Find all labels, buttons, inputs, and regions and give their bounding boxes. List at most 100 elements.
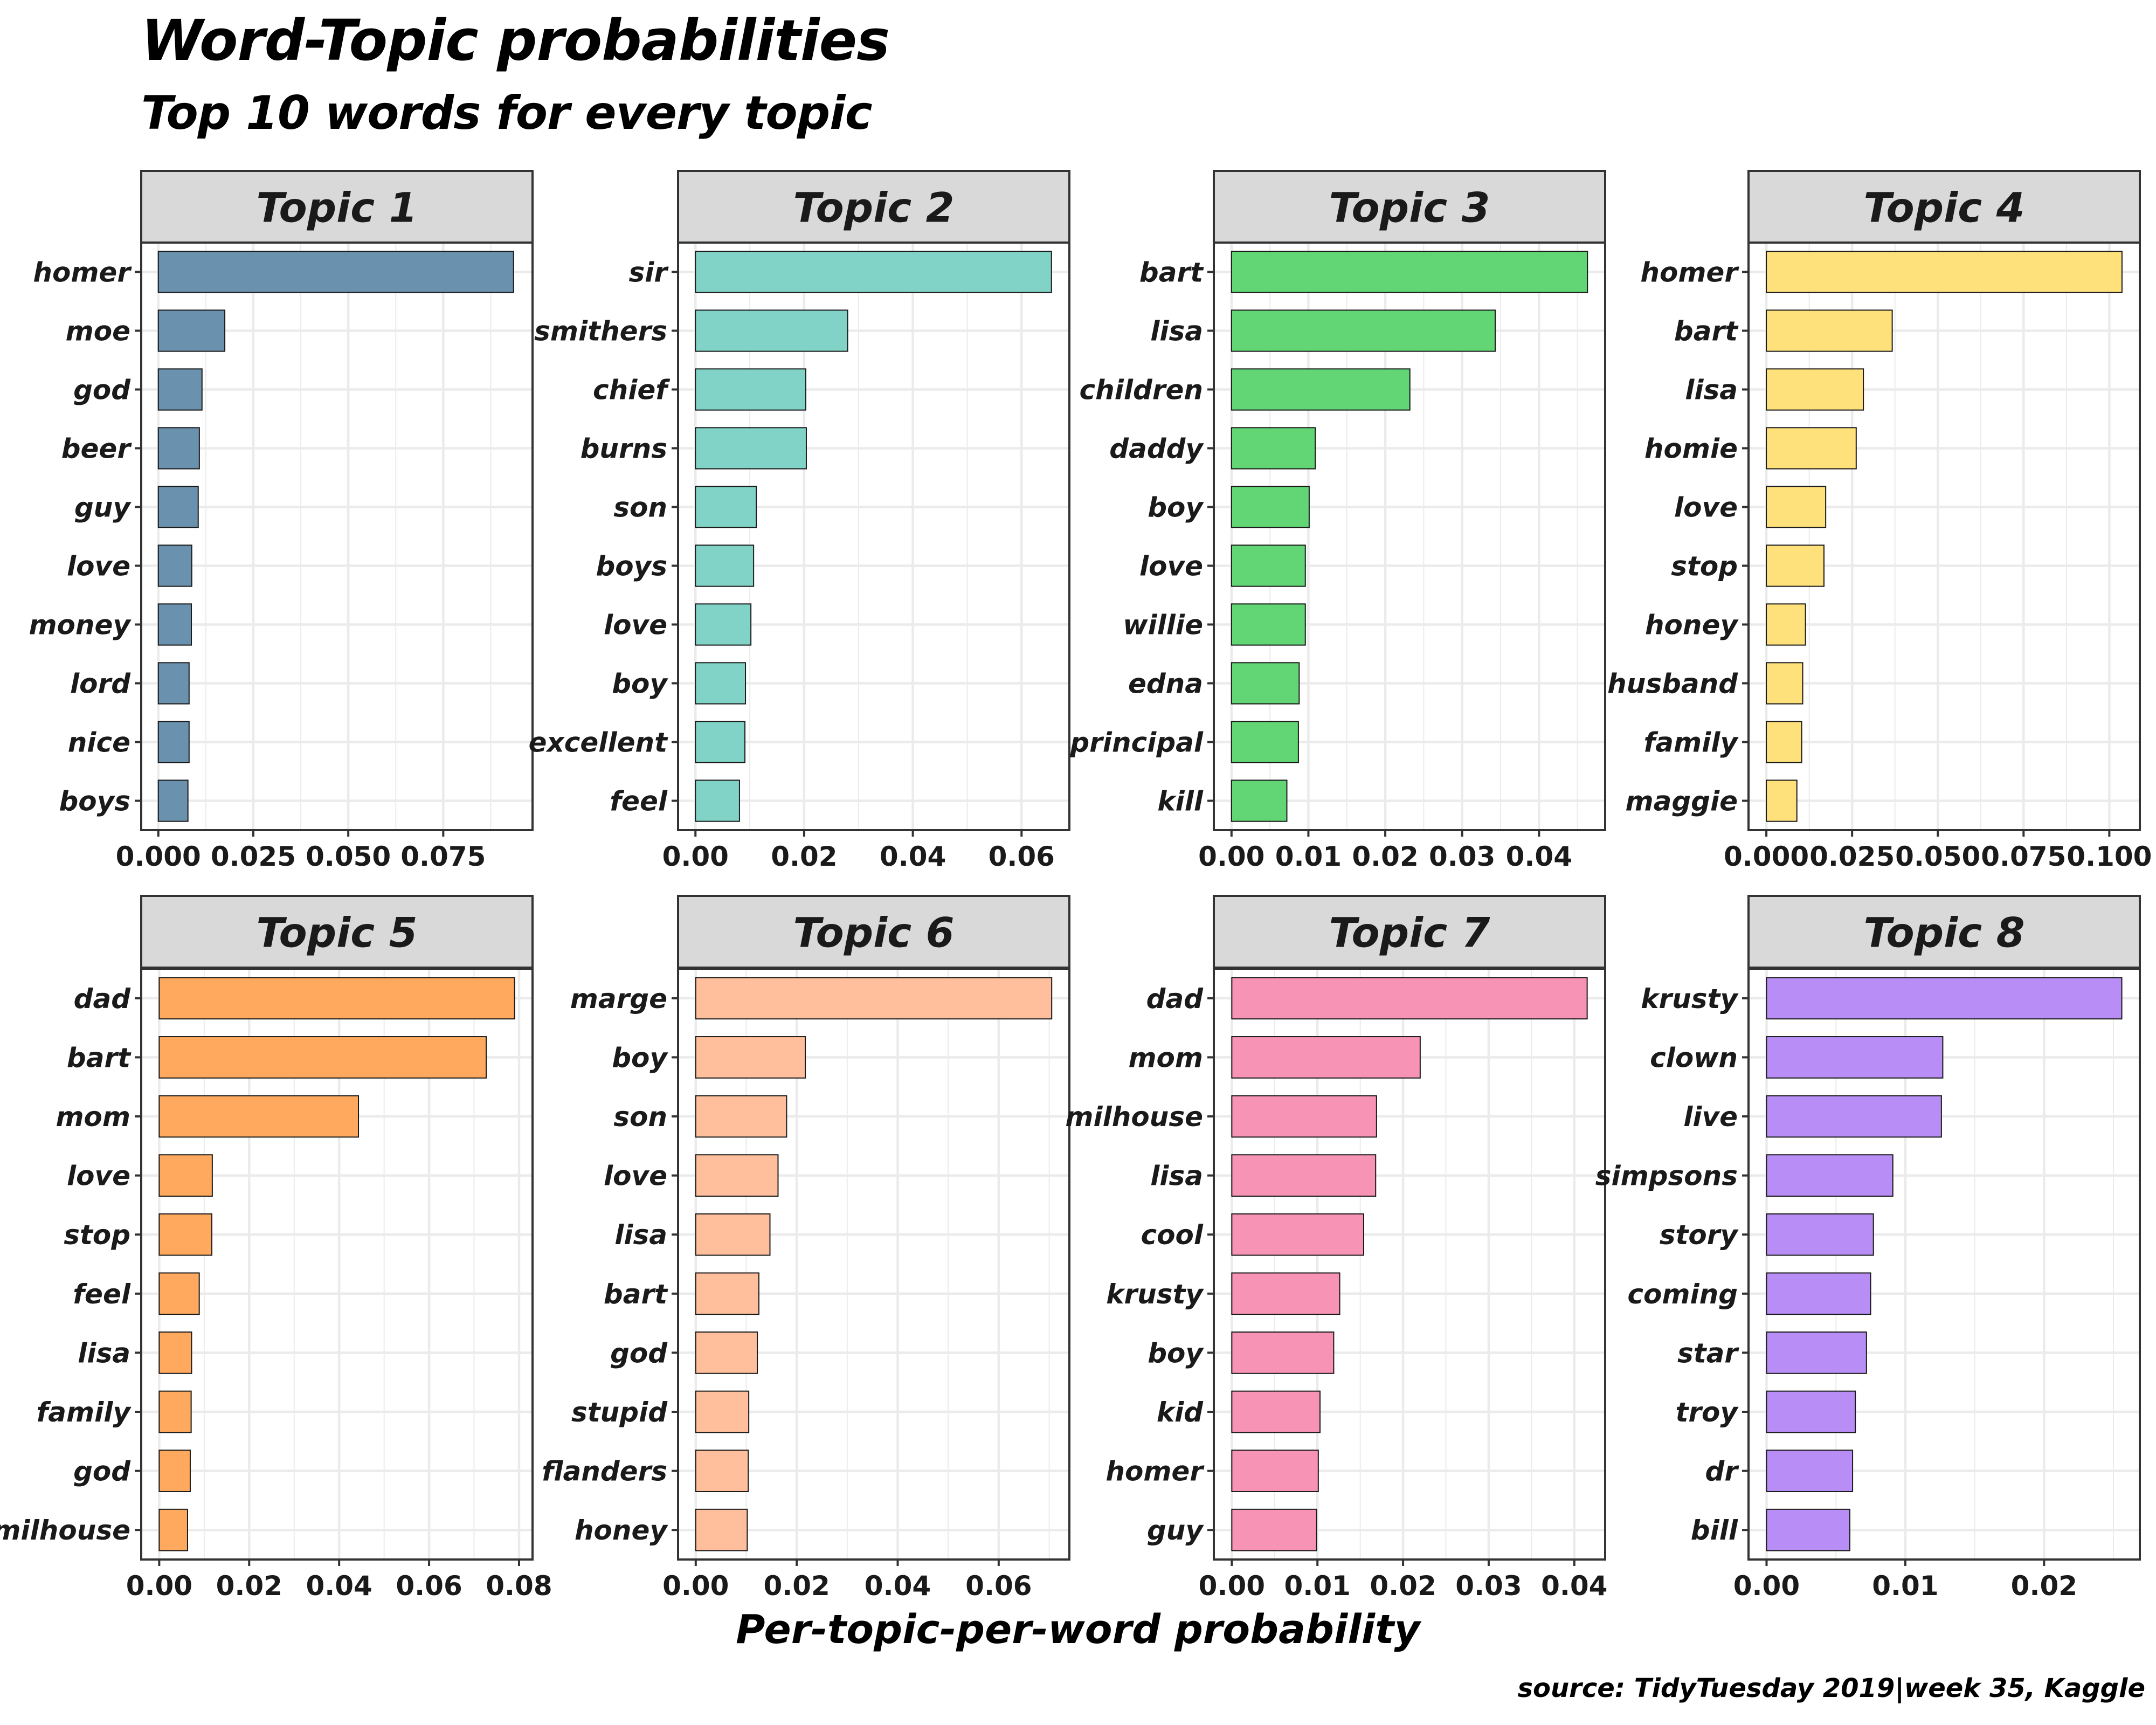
panel-border: [1747, 968, 2141, 1561]
facet-panel-topic-7: Topic 7 dad mom milhouse lisa cool krusty boy ki…: [1065, 895, 1607, 1602]
y-tick-label: homer: [33, 257, 132, 288]
panel-border: [140, 242, 534, 831]
facet-strip-label: Topic 1: [256, 184, 417, 232]
y-tick-label: krusty: [1106, 1279, 1204, 1310]
bar-burns: [695, 427, 807, 470]
bar-beer: [157, 427, 200, 470]
x-tick-label: 0.025: [211, 841, 296, 872]
facet-strip-label: Topic 7: [1329, 909, 1490, 957]
facet-strip: [1747, 895, 2141, 969]
y-tick-label: god: [73, 375, 131, 406]
bar-stop: [1766, 544, 1825, 587]
y-tick-label: beer: [61, 433, 133, 465]
caption: source: TidyTuesday 2019|week 35, Kaggle: [1517, 1673, 2145, 1703]
bar-husband: [1766, 662, 1803, 705]
bar-coming: [1766, 1272, 1871, 1315]
facet-strip-label: Topic 5: [256, 909, 417, 957]
panel-border: [1747, 242, 2141, 831]
y-tick-label: coming: [1627, 1279, 1738, 1310]
bar-homie: [1766, 427, 1857, 470]
bar-love: [695, 603, 752, 646]
bar-clown: [1766, 1036, 1944, 1079]
y-tick-label: god: [610, 1337, 668, 1369]
bar-dad: [1231, 977, 1588, 1020]
bar-krusty: [1766, 977, 2123, 1020]
y-tick-label: stop: [1671, 551, 1738, 582]
figure-subtitle: Top 10 words for every topic: [141, 86, 873, 140]
x-tick-label: 0.02: [1352, 841, 1418, 872]
y-tick-label: guy: [74, 492, 132, 523]
bar-love: [1231, 544, 1306, 587]
bar-star: [1766, 1331, 1867, 1374]
bar-god: [158, 1450, 191, 1492]
bar-god: [695, 1331, 758, 1374]
y-tick-label: money: [29, 610, 132, 641]
x-tick-label: 0.06: [396, 1570, 462, 1602]
y-tick-label: homer: [1640, 257, 1739, 288]
bar-love: [157, 544, 192, 587]
y-tick-label: homer: [1105, 1456, 1205, 1487]
y-tick-label: lisa: [1150, 1161, 1203, 1192]
y-tick-label: story: [1660, 1219, 1739, 1251]
x-tick-label: 0.02: [216, 1570, 282, 1602]
facet-panel-topic-2: Topic 2 sir smithers chief burns son boys love b…: [529, 170, 1070, 872]
bar-money: [157, 603, 192, 646]
y-tick-label: son: [613, 1101, 667, 1133]
x-tick-label: 0.02: [763, 1570, 830, 1602]
bar-guy: [157, 486, 199, 528]
bar-milhouse: [158, 1508, 188, 1551]
y-tick-label: bart: [1139, 257, 1204, 288]
facet-panel-topic-5: Topic 5 dad bart mom love stop feel lisa family g…: [0, 895, 552, 1602]
bar-stupid: [695, 1390, 750, 1433]
y-tick-label: boy: [612, 668, 668, 700]
bar-willie: [1231, 603, 1306, 646]
facet-panel-topic-8: Topic 8 krusty clown live simpsons story comin…: [1595, 895, 2141, 1602]
y-tick-label: children: [1080, 375, 1203, 406]
y-tick-label: clown: [1650, 1042, 1738, 1073]
y-tick-label: burns: [581, 433, 667, 465]
bar-edna: [1231, 662, 1300, 705]
y-tick-label: lord: [70, 668, 131, 700]
y-tick-label: honey: [575, 1515, 668, 1546]
bar-mom: [1231, 1036, 1421, 1079]
y-tick-label: chief: [593, 375, 670, 406]
bar-lisa: [1766, 368, 1864, 411]
bar-bart: [695, 1272, 759, 1315]
y-tick-label: lisa: [614, 1219, 667, 1251]
bar-flanders: [695, 1450, 749, 1492]
x-tick-label: 0.08: [486, 1570, 552, 1602]
bar-simpsons: [1766, 1154, 1894, 1197]
panel-border: [1213, 242, 1606, 831]
bar-honey: [1766, 603, 1806, 646]
y-tick-label: kid: [1157, 1397, 1204, 1428]
bar-story: [1766, 1213, 1874, 1256]
bar-chief: [695, 368, 806, 411]
x-tick-label: 0.03: [1429, 841, 1495, 872]
y-tick-label: smithers: [534, 316, 667, 347]
x-tick-label: 0.00: [1733, 1570, 1800, 1602]
figure-title: Word-Topic probabilities: [141, 8, 890, 73]
y-tick-label: love: [604, 610, 667, 641]
bar-boy: [1231, 1331, 1335, 1374]
bar-son: [695, 1095, 787, 1138]
y-tick-label: moe: [66, 316, 130, 347]
bar-maggie: [1766, 779, 1798, 822]
y-tick-label: husband: [1607, 668, 1738, 700]
x-tick-label: 0.00: [662, 1570, 729, 1602]
bar-krusty: [1231, 1272, 1340, 1315]
x-tick-label: 0.04: [1506, 841, 1572, 872]
x-tick-label: 0.04: [865, 1570, 931, 1602]
x-tick-label: 0.00: [1199, 1570, 1265, 1602]
bar-bart: [1766, 309, 1893, 352]
x-tick-label: 0.01: [1872, 1570, 1938, 1602]
y-tick-label: troy: [1675, 1397, 1739, 1428]
y-tick-label: bart: [1674, 316, 1739, 347]
y-tick-label: boys: [596, 551, 668, 582]
facet-strip: [140, 895, 534, 969]
bar-family: [158, 1390, 192, 1433]
bar-principal: [1231, 721, 1299, 763]
x-tick-label: 0.050: [1895, 841, 1980, 872]
y-tick-label: lisa: [1685, 375, 1738, 406]
y-tick-label: flanders: [542, 1456, 667, 1487]
